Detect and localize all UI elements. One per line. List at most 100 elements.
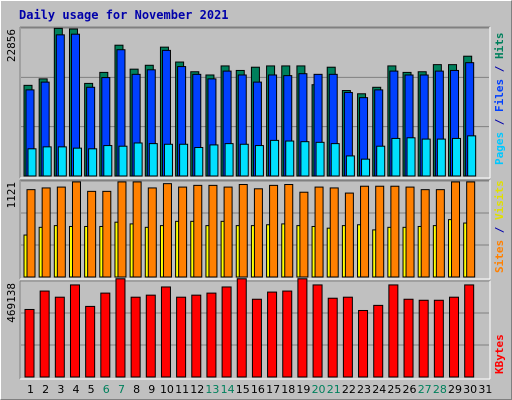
kbytes-bar — [130, 296, 141, 378]
kbytes-bar — [221, 286, 232, 378]
kbytes-bar — [297, 278, 308, 378]
pages-bar — [133, 142, 143, 177]
chart-title: Daily usage for November 2021 — [19, 8, 229, 22]
sites-bar — [87, 190, 97, 278]
legend-top: Pages / Files / Hits — [493, 33, 506, 166]
pages-bar — [72, 147, 82, 177]
day-label: 16 — [251, 383, 265, 396]
sites-bar — [284, 184, 294, 278]
pages-bar — [118, 145, 128, 177]
sites-bar — [253, 188, 263, 278]
kbytes-bar — [145, 294, 156, 378]
day-label: 5 — [88, 383, 95, 396]
kbytes-bar — [85, 305, 96, 378]
kbytes-bar — [282, 290, 293, 378]
legend-top-part: / — [493, 59, 506, 79]
kbytes-bar — [312, 284, 323, 378]
kbytes-bar — [433, 299, 444, 378]
day-label: 12 — [190, 383, 204, 396]
kbytes-bar — [327, 297, 338, 378]
day-label: 7 — [118, 383, 125, 396]
kbytes-bar — [24, 308, 35, 378]
pages-bar — [194, 147, 204, 177]
legend-middle-part: Visits — [493, 180, 506, 220]
kbytes-bar — [39, 290, 50, 378]
sites-bar — [71, 181, 81, 278]
legend-middle-part: Sites — [493, 240, 506, 273]
pages-bar — [270, 139, 280, 177]
sites-bar — [466, 181, 476, 278]
sites-bar — [435, 189, 445, 278]
pages-bar — [224, 143, 234, 177]
sites-bar — [102, 190, 112, 278]
kbytes-bar — [69, 284, 80, 378]
sites-bar — [193, 184, 203, 278]
day-label: 25 — [387, 383, 401, 396]
day-label: 31 — [478, 383, 492, 396]
kbytes-bar — [176, 296, 187, 378]
sites-bar — [314, 186, 324, 278]
kbytes-bar — [54, 296, 65, 378]
pages-bar — [361, 158, 371, 177]
sites-bar — [56, 186, 66, 278]
legend-top-part: / — [493, 112, 506, 132]
kbytes-bar — [464, 284, 475, 378]
kbytes-bar — [388, 284, 399, 378]
pages-bar — [42, 146, 52, 177]
day-label: 28 — [433, 383, 447, 396]
pages-bar — [406, 137, 416, 177]
kbytes-bar — [373, 304, 384, 378]
sites-bar — [41, 187, 51, 278]
sites-bar — [132, 181, 142, 278]
sites-bar — [223, 186, 233, 278]
day-label: 30 — [463, 383, 477, 396]
sites-bar — [208, 184, 218, 278]
sites-bar — [420, 189, 430, 278]
day-label: 29 — [448, 383, 462, 396]
sites-bar — [360, 185, 370, 278]
pages-bar — [57, 146, 67, 177]
sites-bar — [238, 184, 248, 278]
sites-bar — [405, 186, 415, 278]
day-label: 24 — [372, 383, 386, 396]
pages-bar — [239, 143, 249, 177]
day-label: 13 — [205, 383, 219, 396]
kbytes-bar — [160, 286, 171, 378]
day-label: 26 — [403, 383, 417, 396]
pages-bar — [179, 143, 189, 177]
pages-bar — [436, 138, 446, 177]
day-label: 18 — [281, 383, 295, 396]
day-label: 9 — [148, 383, 155, 396]
day-label: 4 — [72, 383, 79, 396]
day-label: 14 — [221, 383, 235, 396]
sites-bar — [344, 192, 354, 278]
sites-bar — [178, 186, 188, 278]
pages-bar — [330, 143, 340, 177]
legend-bottom-part: KBytes — [493, 334, 506, 374]
kbytes-bar — [342, 296, 353, 378]
kbytes-bar — [449, 296, 460, 378]
kbytes-bar — [267, 291, 278, 378]
sites-bar — [451, 181, 461, 278]
sites-bar — [390, 185, 400, 278]
kbytes-bar — [236, 278, 247, 378]
sites-bar — [299, 191, 309, 278]
sites-bar — [117, 181, 127, 278]
middle-ymax-label: 1121 — [5, 182, 18, 209]
kbytes-bar — [251, 298, 262, 378]
sites-bar — [162, 183, 172, 278]
day-label: 3 — [57, 383, 64, 396]
day-label: 6 — [103, 383, 110, 396]
pages-bar — [452, 137, 462, 177]
day-label: 17 — [266, 383, 280, 396]
pages-bar — [285, 140, 295, 177]
pages-bar — [163, 143, 173, 177]
pages-bar — [345, 155, 355, 177]
kbytes-bar — [418, 299, 429, 378]
pages-bar — [27, 148, 37, 177]
bottom-ymax-label: 469138 — [5, 283, 18, 323]
pages-bar — [421, 138, 431, 177]
day-label: 22 — [342, 383, 356, 396]
day-label: 23 — [357, 383, 371, 396]
day-label: 10 — [160, 383, 174, 396]
